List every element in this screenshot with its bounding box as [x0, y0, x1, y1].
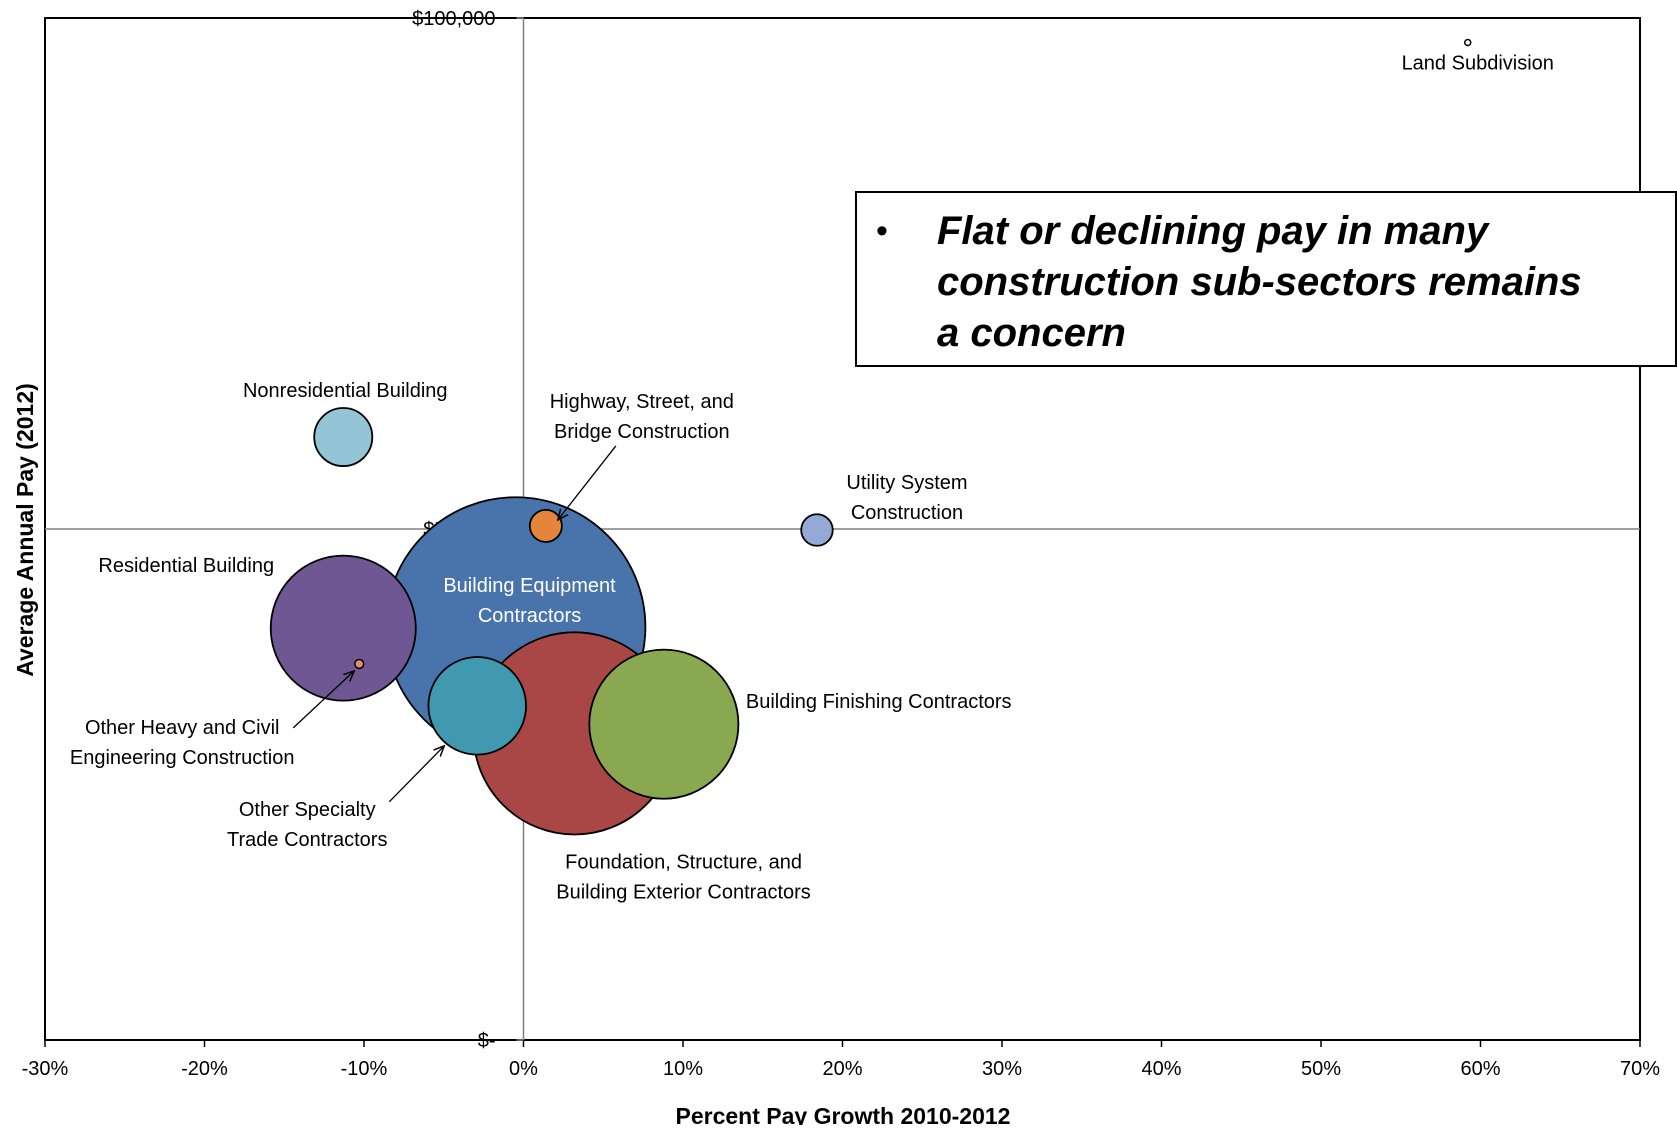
- x-tick-label: 30%: [982, 1058, 1022, 1080]
- point-label-line: Highway, Street, and: [550, 391, 734, 413]
- point-label: Residential Building: [98, 555, 274, 577]
- point-label-line: Foundation, Structure, and: [565, 851, 802, 873]
- x-tick-label: 20%: [822, 1058, 862, 1080]
- point-label: Utility System Construction: [846, 472, 967, 524]
- x-tick-label: 70%: [1620, 1058, 1660, 1080]
- point-label-line: Bridge Construction: [554, 421, 730, 443]
- x-tick-label: -30%: [22, 1058, 69, 1080]
- x-tick-label: -20%: [181, 1058, 228, 1080]
- label-leader-arrow: [292, 671, 354, 729]
- point-label: Land Subdivision: [1402, 53, 1554, 75]
- point-label-line: Nonresidential Building: [243, 380, 448, 402]
- y-tick-label: $100,000: [412, 8, 495, 30]
- callout-line-2: construction sub-sectors remains: [937, 260, 1582, 304]
- x-tick-label: 50%: [1301, 1058, 1341, 1080]
- x-tick-label: -10%: [341, 1058, 388, 1080]
- callout-border: [855, 191, 1677, 367]
- point-label-line: Land Subdivision: [1402, 53, 1554, 75]
- y-tick-label: $-: [478, 1030, 496, 1052]
- bubble-point: [1463, 38, 1472, 47]
- point-label: Other Specialty Trade Contractors: [227, 799, 387, 851]
- point-label-line: Other Specialty: [239, 799, 376, 821]
- bubble-point: [528, 508, 563, 543]
- point-label: Foundation, Structure, and Building Exter…: [556, 851, 811, 903]
- point-label: Other Heavy and Civil Engineering Constru…: [70, 717, 295, 769]
- point-label-line: Residential Building: [98, 555, 274, 577]
- point-label: Nonresidential Building: [243, 380, 448, 402]
- point-label: Highway, Street, and Bridge Construction: [550, 391, 734, 443]
- x-tick-label: 0%: [509, 1058, 538, 1080]
- callout-line-1: Flat or declining pay in many: [937, 209, 1490, 253]
- y-axis-title: Average Annual Pay (2012): [12, 383, 38, 677]
- point-label-line: Building Finishing Contractors: [746, 691, 1012, 713]
- bubble-point: [313, 407, 374, 467]
- point-label-line: Building Exterior Contractors: [556, 881, 811, 903]
- point-label-line: Construction: [851, 502, 963, 524]
- x-tick-label: 40%: [1141, 1058, 1181, 1080]
- point-label-line: Trade Contractors: [227, 829, 387, 851]
- label-leader-arrow: [558, 445, 617, 520]
- label-leader-arrow: [388, 746, 444, 803]
- callout-box: • Flat or declining pay in many construc…: [855, 191, 1677, 367]
- bubble-point: [427, 656, 527, 756]
- x-tick-label: 10%: [663, 1058, 703, 1080]
- bubble-point: [588, 648, 740, 800]
- bubble-point: [269, 554, 417, 702]
- point-label: Building Finishing Contractors: [746, 691, 1012, 713]
- bubble-point: [800, 513, 834, 547]
- point-label: Building Equipment Contractors: [443, 575, 616, 627]
- x-axis-title: Percent Pay Growth 2010-2012: [676, 1103, 1011, 1125]
- callout-line-3: a concern: [937, 311, 1126, 355]
- point-label-line: Other Heavy and Civil: [85, 717, 280, 739]
- point-label-line: Engineering Construction: [70, 747, 295, 769]
- point-label-line: Building Equipment: [443, 575, 616, 597]
- callout-bullet: •: [876, 212, 888, 250]
- x-tick-label: 60%: [1460, 1058, 1500, 1080]
- point-label-line: Utility System: [846, 472, 967, 494]
- bubble-point: [354, 658, 365, 670]
- point-label-line: Contractors: [478, 605, 581, 627]
